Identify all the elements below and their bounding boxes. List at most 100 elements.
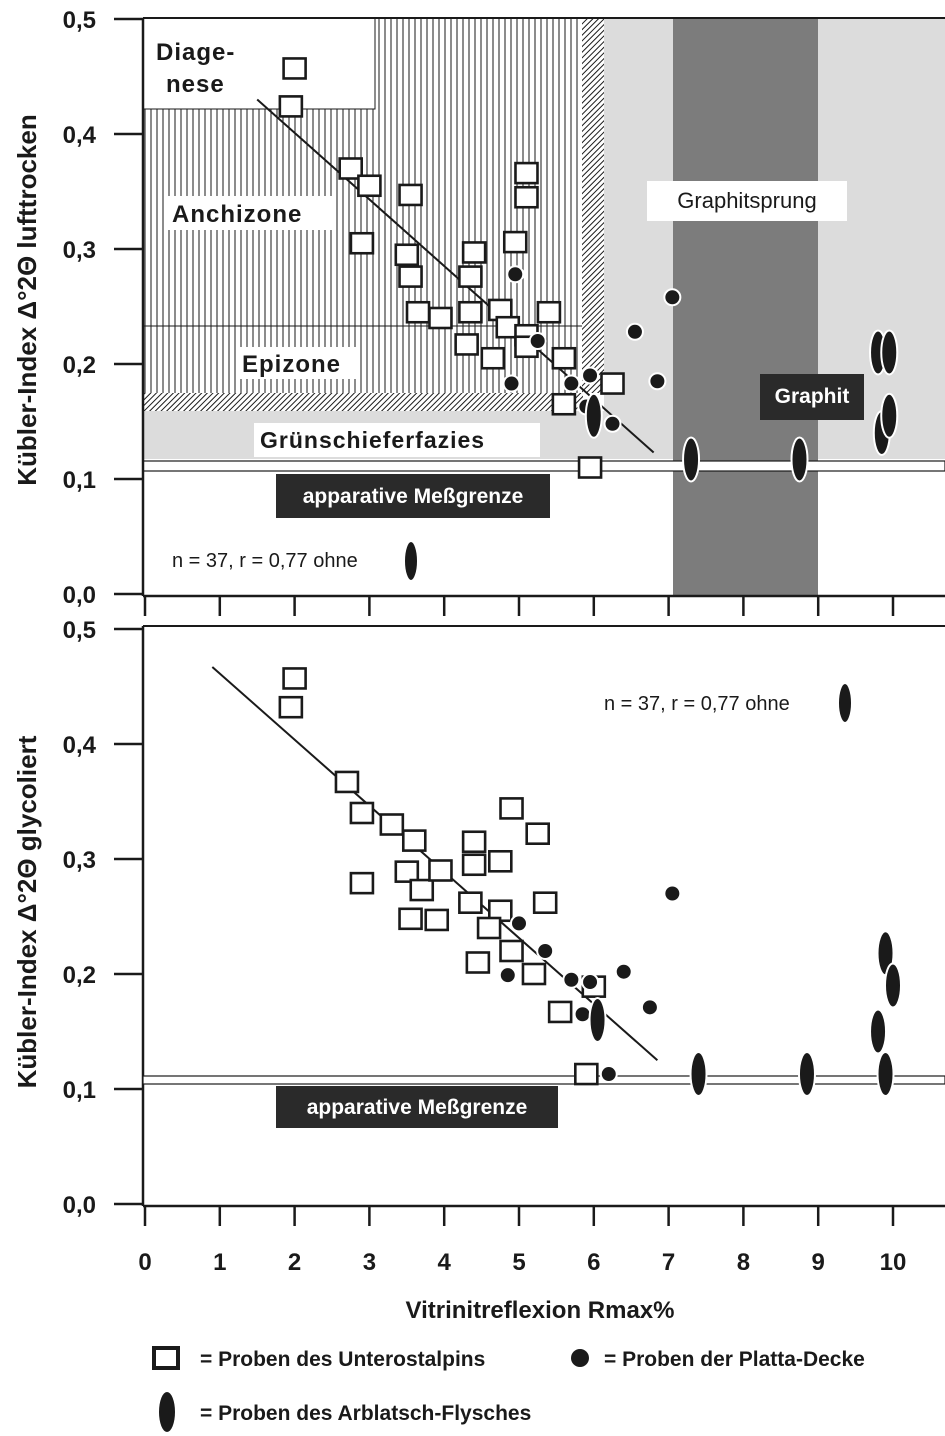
point-ellipse	[876, 1051, 895, 1098]
point-circle	[528, 332, 547, 350]
point-square	[476, 916, 502, 940]
bottom-limit-band	[142, 1075, 945, 1085]
top-y-ticks: 0,0 0,1 0,2 0,3 0,4 0,5	[63, 7, 143, 609]
point-square	[514, 161, 539, 185]
point-square	[394, 860, 420, 883]
point-square	[394, 243, 420, 267]
legend-circle-icon	[571, 1349, 589, 1367]
bottom-panel: 0,0 0,1 0,2 0,3 0,4 0,5 0 1 2 3 4 5 6 7 8 9 10 apparati…	[12, 617, 945, 1324]
point-square	[349, 871, 375, 895]
point-circle	[663, 288, 682, 307]
point-square	[600, 372, 625, 395]
point-circle	[625, 322, 644, 341]
x-tick-label: 0	[138, 1249, 151, 1276]
bottom-y-ticks: 0,0 0,1 0,2 0,3 0,4 0,5	[63, 617, 143, 1219]
point-circle	[663, 884, 682, 903]
anchizone-label: Anchizone	[172, 201, 302, 228]
point-square	[405, 300, 431, 324]
point-square	[334, 770, 360, 794]
bottom-limit-label: apparative Meßgrenze	[307, 1096, 528, 1119]
y-tick-label: 0,4	[63, 732, 97, 759]
zone-hatched-column	[582, 18, 604, 393]
point-ellipse	[884, 962, 902, 1009]
point-square	[461, 830, 487, 854]
point-circle	[581, 366, 600, 385]
point-square	[458, 891, 483, 915]
y-tick-label: 0,5	[63, 7, 96, 34]
point-square	[536, 300, 562, 324]
point-ellipse	[797, 1051, 816, 1098]
point-circle	[573, 1005, 592, 1024]
point-circle	[599, 1065, 618, 1084]
top-panel: 0,0 0,1 0,2 0,3 0,4 0,5 Diage- nese Anchizone…	[12, 7, 945, 616]
point-circle	[506, 265, 525, 284]
x-axis-label: Vitrinitreflexion Rmax%	[406, 1297, 675, 1324]
point-ellipse	[588, 997, 607, 1043]
bottom-points	[278, 667, 902, 1098]
point-square	[409, 878, 435, 902]
point-circle	[640, 998, 659, 1017]
point-square	[458, 300, 483, 324]
point-square	[349, 231, 375, 255]
zone-hatched-strip	[143, 393, 583, 411]
point-circle	[648, 372, 667, 391]
graphitsprung-label-bg	[647, 181, 847, 221]
epizone-label-bg	[238, 347, 360, 379]
bottom-x-ticks: 0 1 2 3 4 5 6 7 8 9 10	[138, 1206, 906, 1276]
point-square	[551, 346, 577, 370]
point-square	[428, 306, 453, 330]
top-regression	[256, 98, 655, 454]
top-annotation-ellipse-icon	[403, 540, 419, 582]
regression-line	[256, 98, 655, 454]
point-square	[458, 265, 483, 288]
point-square	[398, 907, 423, 931]
point-circle	[562, 374, 581, 393]
point-square	[521, 962, 547, 986]
point-square	[461, 853, 487, 877]
legend-label-platta: = Proben der Platta-Decke	[604, 1348, 865, 1371]
legend-square-icon	[152, 1346, 180, 1370]
limit-band	[143, 460, 945, 472]
point-square	[282, 667, 307, 690]
point-square	[525, 822, 551, 846]
graphit-label-bg	[760, 374, 864, 420]
point-square	[551, 392, 577, 416]
point-square	[349, 801, 375, 825]
point-square	[278, 695, 304, 719]
x-tick-label: 10	[880, 1249, 907, 1276]
x-tick-label: 2	[288, 1249, 301, 1276]
point-ellipse	[880, 329, 899, 376]
y-tick-label: 0,2	[63, 352, 96, 379]
x-tick-label: 8	[737, 1249, 750, 1276]
point-circle	[603, 414, 622, 433]
x-tick-label: 4	[438, 1249, 452, 1276]
point-square	[514, 185, 539, 209]
point-square	[424, 908, 450, 932]
point-square	[398, 183, 423, 207]
top-points	[278, 57, 899, 483]
point-circle	[562, 970, 581, 989]
point-ellipse	[584, 392, 603, 439]
point-circle	[581, 973, 600, 992]
x-tick-label: 7	[662, 1249, 675, 1276]
epizone-label: Epizone	[242, 351, 341, 378]
point-square	[487, 849, 513, 873]
bottom-y-axis-label: Kübler-Index Δ°2Θ glycoliert	[12, 735, 42, 1088]
top-y-axis-label: Kübler-Index Δ°2Θ lufttrocken	[12, 114, 42, 485]
point-square	[574, 1062, 599, 1086]
zone-diagenese-area	[143, 18, 376, 110]
point-square	[379, 813, 405, 836]
x-tick-label: 5	[512, 1249, 525, 1276]
point-ellipse	[880, 392, 899, 439]
x-tick-label: 6	[587, 1249, 600, 1276]
point-square	[278, 95, 304, 118]
point-ellipse	[790, 436, 809, 483]
point-ellipse	[689, 1051, 708, 1098]
point-square	[398, 265, 423, 288]
point-square	[428, 859, 453, 882]
legend-label-arblatsch: = Proben des Arblatsch-Flysches	[200, 1402, 531, 1425]
bottom-annotation: n = 37, r = 0,77 ohne	[604, 693, 790, 715]
y-tick-label: 0,1	[63, 467, 96, 494]
point-ellipse	[869, 1008, 888, 1055]
